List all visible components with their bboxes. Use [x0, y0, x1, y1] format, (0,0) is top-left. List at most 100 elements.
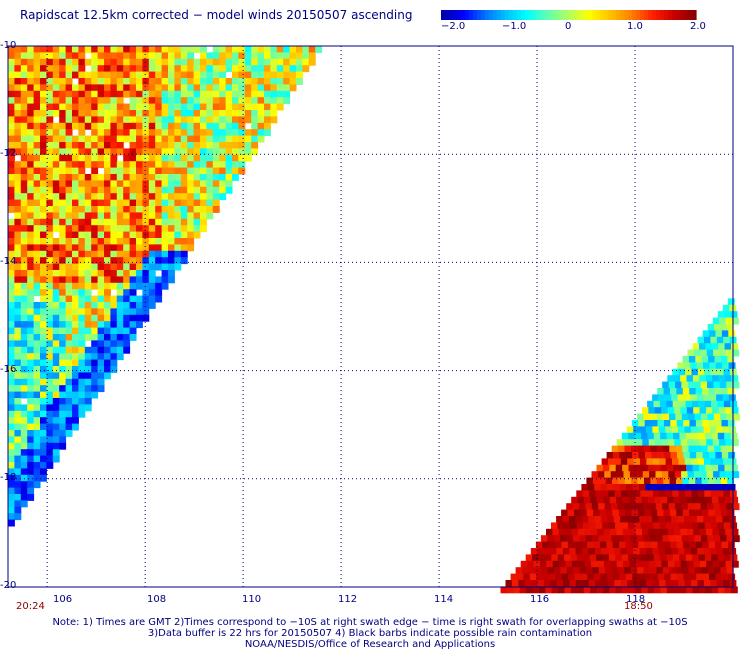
- wind-cell: [40, 206, 47, 213]
- wind-cell: [46, 404, 54, 412]
- colorbar-swatch: [540, 10, 546, 20]
- wind-cell: [65, 129, 73, 137]
- wind-cell: [33, 455, 41, 463]
- wind-cell: [206, 129, 214, 137]
- wind-cell: [583, 522, 590, 530]
- wind-cell: [104, 174, 111, 181]
- wind-cell: [687, 381, 695, 389]
- colorbar-swatch: [496, 10, 502, 20]
- wind-cell: [721, 452, 729, 459]
- wind-cell: [682, 509, 690, 517]
- wind-cell: [84, 71, 92, 79]
- wind-cell: [728, 484, 736, 491]
- wind-cell: [187, 231, 195, 239]
- wind-cell: [696, 484, 704, 491]
- wind-cell: [20, 58, 28, 66]
- wind-cell: [20, 481, 28, 489]
- wind-cell: [232, 167, 239, 175]
- wind-cell: [110, 84, 118, 92]
- wind-cell: [161, 161, 169, 169]
- wind-cell: [707, 324, 715, 331]
- wind-cell: [588, 548, 596, 555]
- wind-cell: [33, 250, 41, 258]
- wind-cell: [142, 308, 150, 316]
- wind-cell: [530, 548, 538, 555]
- wind-cell: [664, 452, 672, 459]
- wind-cell: [731, 407, 739, 415]
- wind-cell: [52, 212, 60, 220]
- colorbar-swatch: [632, 10, 637, 20]
- wind-cell: [219, 142, 227, 149]
- wind-cell: [679, 400, 686, 408]
- wind-cell: [264, 122, 271, 130]
- wind-cell: [630, 535, 638, 543]
- wind-cell: [59, 314, 67, 322]
- wind-cell: [65, 282, 73, 290]
- wind-cell: [161, 78, 169, 85]
- wind-cell: [40, 442, 47, 450]
- wind-cell: [97, 46, 105, 53]
- wind-cell: [283, 78, 291, 85]
- wind-cell: [84, 161, 92, 169]
- wind-cell: [552, 560, 560, 568]
- wind-cell: [576, 522, 584, 530]
- wind-cell: [232, 71, 239, 79]
- wind-cell: [72, 180, 79, 188]
- wind-cell: [605, 477, 613, 485]
- wind-cell: [677, 452, 684, 459]
- wind-cell: [647, 554, 655, 562]
- wind-cell: [702, 388, 709, 395]
- wind-cell: [168, 193, 175, 201]
- wind-cell: [627, 458, 635, 466]
- wind-cell: [715, 452, 723, 459]
- wind-cell: [155, 84, 163, 92]
- wind-cell: [724, 554, 731, 562]
- wind-cell: [142, 302, 150, 309]
- wind-cell: [72, 110, 79, 117]
- wind-cell: [667, 496, 675, 504]
- wind-cell: [727, 420, 735, 427]
- wind-cell: [594, 516, 602, 523]
- wind-cell: [670, 452, 678, 459]
- wind-cell: [27, 129, 35, 137]
- wind-cell: [597, 560, 605, 568]
- wind-cell: [251, 46, 259, 53]
- wind-cell: [84, 174, 92, 181]
- wind-cell: [27, 410, 35, 418]
- wind-cell: [129, 289, 137, 297]
- wind-cell: [648, 439, 656, 447]
- wind-cell: [40, 295, 47, 303]
- colorbar-swatch: [568, 10, 574, 20]
- wind-cell: [14, 391, 22, 399]
- wind-cell: [719, 381, 727, 389]
- wind-cell: [641, 464, 649, 472]
- wind-cell: [8, 353, 15, 361]
- wind-cell: [27, 302, 35, 309]
- wind-cell: [14, 84, 22, 92]
- wind-cell: [619, 484, 627, 491]
- wind-cell: [592, 477, 600, 485]
- wind-cell: [8, 481, 15, 489]
- wind-cell: [8, 174, 15, 181]
- wind-cell: [653, 554, 661, 562]
- wind-cell: [148, 186, 156, 194]
- wind-cell: [714, 445, 721, 453]
- wind-cell: [27, 186, 35, 194]
- wind-cell: [560, 535, 567, 543]
- wind-cell: [187, 71, 195, 79]
- wind-cell: [129, 314, 137, 322]
- wind-cell: [84, 404, 92, 412]
- wind-cell: [97, 193, 105, 201]
- wind-cell: [726, 567, 734, 575]
- wind-cell: [116, 231, 124, 239]
- wind-cell: [40, 174, 47, 181]
- wind-cell: [219, 110, 227, 117]
- wind-cell: [611, 535, 619, 543]
- wind-cell: [104, 148, 111, 156]
- wind-cell: [91, 321, 99, 329]
- wind-cell: [712, 407, 720, 415]
- wind-cell: [666, 464, 674, 472]
- wind-cell: [668, 535, 676, 543]
- wind-cell: [686, 528, 694, 536]
- wind-cell: [668, 503, 676, 511]
